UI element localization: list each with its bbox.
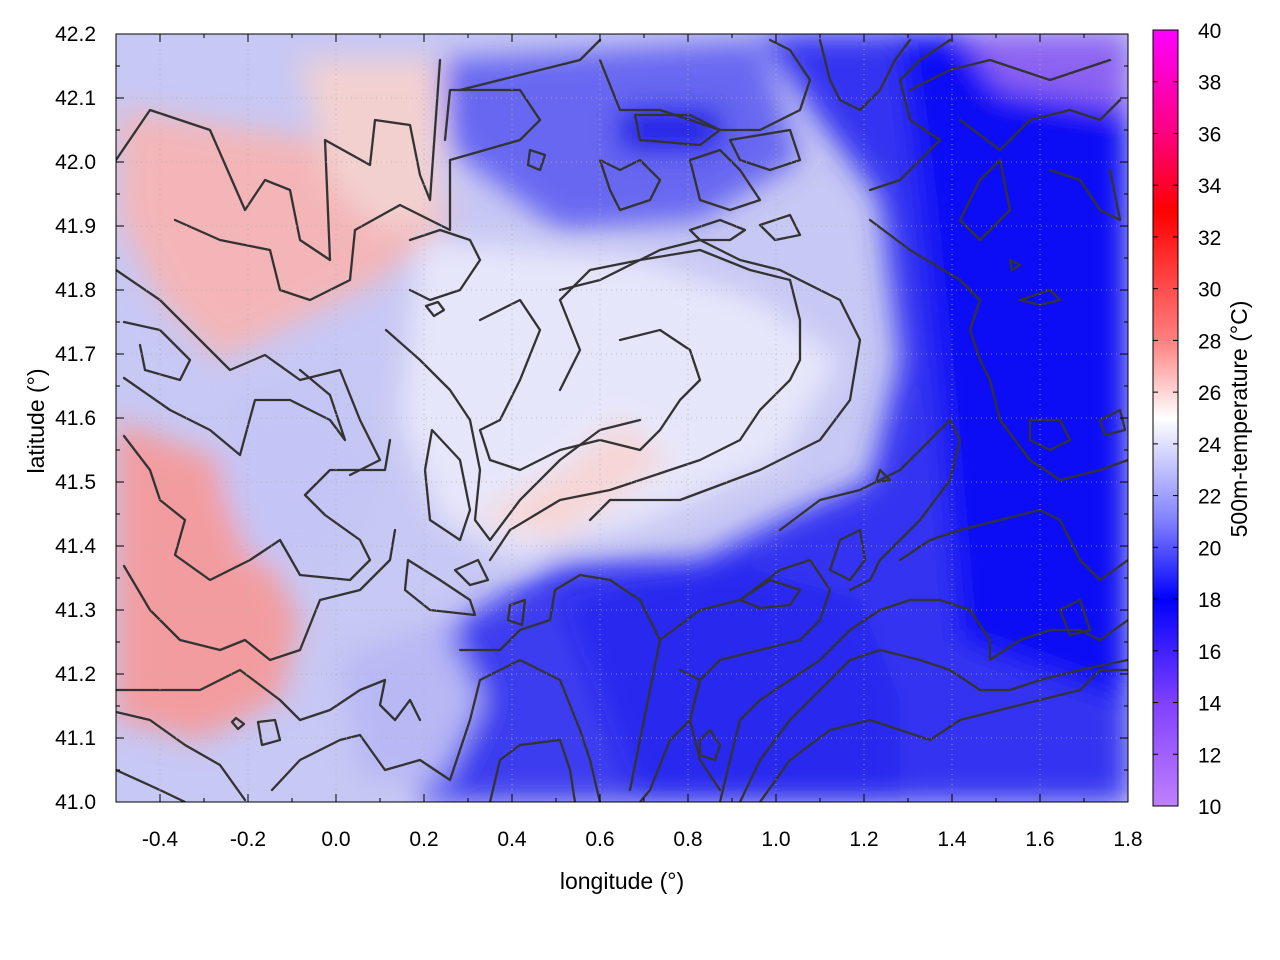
colorbar-tick-label: 28 [1198, 330, 1221, 353]
x-axis-ticks: -0.4 -0.2 0.0 0.2 0.4 0.6 0.8 1.0 1.2 1.4 1.6 1.8 [115, 34, 1143, 851]
colorbar-tick-label: 30 [1198, 279, 1221, 302]
y-tick-label: 41.9 [55, 215, 96, 238]
y-tick-label: 41.7 [55, 343, 96, 366]
colorbar-tick-label: 40 [1198, 20, 1221, 43]
y-tick-label: 41.5 [55, 471, 96, 494]
x-tick-label: 0.4 [497, 828, 527, 851]
y-tick-label: 42.0 [55, 151, 96, 174]
colorbar-tick-label: 38 [1198, 72, 1221, 95]
x-tick-label: -0.4 [142, 828, 179, 851]
colorbar-ticks: 10 12 14 16 18 20 22 24 26 28 30 32 34 36 38 40 [1153, 20, 1222, 819]
colorbar-tick-label: 10 [1198, 796, 1221, 819]
y-tick-label: 41.1 [55, 727, 96, 750]
y-tick-label: 41.0 [55, 791, 96, 814]
colorbar-scale [1152, 29, 1179, 807]
y-tick-label: 42.1 [55, 87, 96, 110]
colorbar-tick-label: 20 [1198, 537, 1221, 560]
x-tick-label: -0.2 [230, 828, 266, 851]
y-tick-label: 41.8 [55, 279, 96, 302]
y-tick-label: 41.4 [55, 535, 96, 558]
x-tick-label: 1.4 [937, 828, 967, 851]
x-tick-label: 1.0 [761, 828, 790, 851]
x-tick-label: 1.6 [1025, 828, 1054, 851]
x-tick-label: 1.2 [849, 828, 878, 851]
colorbar: 10 12 14 16 18 20 22 24 26 28 30 32 34 36 38 40 [1152, 20, 1222, 819]
colorbar-tick-label: 14 [1198, 693, 1222, 716]
x-tick-label: 0.0 [321, 828, 350, 851]
colorbar-title: 500m-temperature (°C) [1226, 301, 1252, 538]
x-tick-label: 0.2 [409, 828, 438, 851]
colorbar-tick-label: 26 [1198, 382, 1221, 405]
y-tick-label: 41.3 [55, 599, 96, 622]
x-tick-label: 0.8 [673, 828, 702, 851]
colorbar-tick-label: 24 [1198, 434, 1222, 457]
colorbar-tick-label: 36 [1198, 123, 1221, 146]
colorbar-tick-label: 18 [1198, 589, 1221, 612]
colorbar-tick-label: 16 [1198, 641, 1221, 664]
colorbar-tick-label: 34 [1198, 175, 1222, 198]
x-axis-title: longitude (°) [560, 868, 684, 894]
y-axis-title: latitude (°) [23, 368, 49, 473]
y-tick-label: 41.6 [55, 407, 96, 430]
colorbar-tick-label: 12 [1198, 744, 1221, 767]
x-tick-label: 1.8 [1113, 828, 1142, 851]
colorbar-tick-label: 22 [1198, 486, 1221, 509]
y-axis-ticks: 41.0 41.1 41.2 41.3 41.4 41.5 41.6 41.7 41.8 41.9… [55, 23, 1128, 814]
y-tick-label: 41.2 [55, 663, 96, 686]
y-tick-label: 42.2 [55, 23, 96, 46]
x-tick-label: 0.6 [585, 828, 614, 851]
colorbar-tick-label: 32 [1198, 227, 1221, 250]
